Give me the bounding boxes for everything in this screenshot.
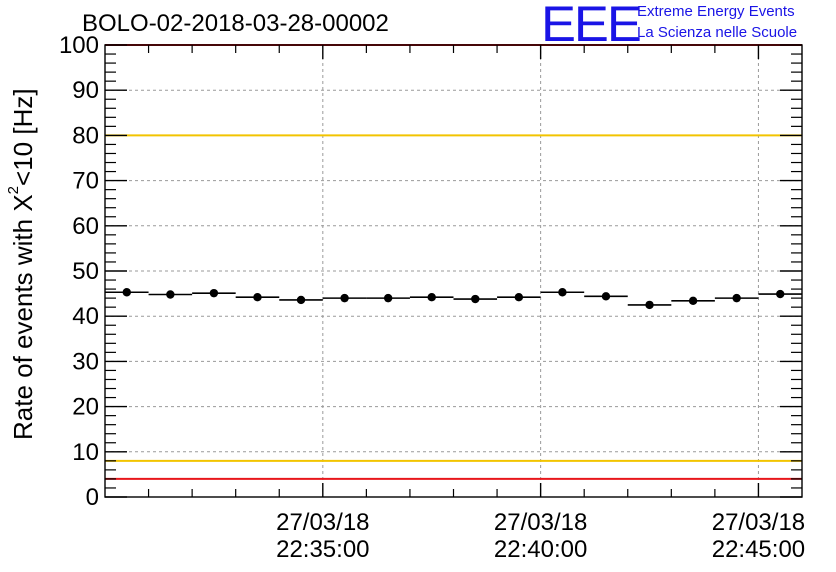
y-tick-label: 100 (59, 32, 99, 59)
y-tick-label: 50 (72, 258, 99, 285)
logo-subtitle-2: La Scienza nelle Scuole (637, 24, 798, 41)
y-tick-label: 30 (72, 348, 99, 375)
data-point (732, 293, 741, 303)
data-point (166, 290, 175, 299)
y-tick-label: 80 (72, 122, 99, 149)
data-points (105, 288, 802, 310)
x-tick-label-date: 27/03/18 (712, 509, 805, 536)
data-point (427, 293, 436, 302)
y-tick-label: 0 (86, 484, 99, 511)
data-point (601, 292, 611, 301)
y-axis-label-suffix: <10 [Hz] (8, 88, 38, 186)
y-tick-label: 70 (72, 168, 99, 195)
y-tick-label: 60 (72, 213, 99, 240)
data-point (514, 293, 524, 302)
reference-lines (105, 44, 802, 480)
grid-lines (105, 45, 802, 497)
y-tick-label: 40 (72, 303, 99, 330)
y-axis: 0 10 20 30 40 50 60 70 80 90 100 (59, 32, 802, 511)
data-point (776, 289, 785, 299)
data-point (253, 293, 262, 302)
data-point (209, 288, 219, 298)
data-point (296, 295, 306, 305)
y-axis-label-superscript: 2 (5, 185, 23, 195)
x-tick-label-time: 22:45:00 (712, 536, 805, 563)
data-point (688, 296, 698, 306)
data-point (340, 293, 349, 303)
eee-logo-letters: EEE (541, 0, 642, 52)
x-tick-label-date: 27/03/18 (494, 509, 587, 536)
x-axis: 27/03/1822:35:0027/03/1822:40:0027/03/18… (147, 45, 805, 563)
logo-subtitle-1: Extreme Energy Events (637, 3, 795, 20)
data-point (558, 288, 567, 297)
x-tick-label-time: 22:40:00 (494, 536, 587, 563)
y-axis-label: Rate of events with X2<10 [Hz] (5, 88, 39, 440)
y-tick-label: 90 (72, 77, 99, 104)
x-tick-label-time: 22:35:00 (276, 536, 369, 563)
run-title: BOLO-02-2018-03-28-00002 (82, 10, 389, 37)
data-point (122, 288, 131, 297)
y-axis-label-prefix: Rate of events with X (8, 194, 38, 440)
data-point (645, 300, 654, 310)
data-point (383, 293, 393, 303)
x-tick-label-date: 27/03/18 (276, 509, 369, 536)
y-tick-label: 20 (72, 394, 99, 421)
data-point (471, 294, 480, 304)
y-tick-label: 10 (72, 439, 99, 466)
